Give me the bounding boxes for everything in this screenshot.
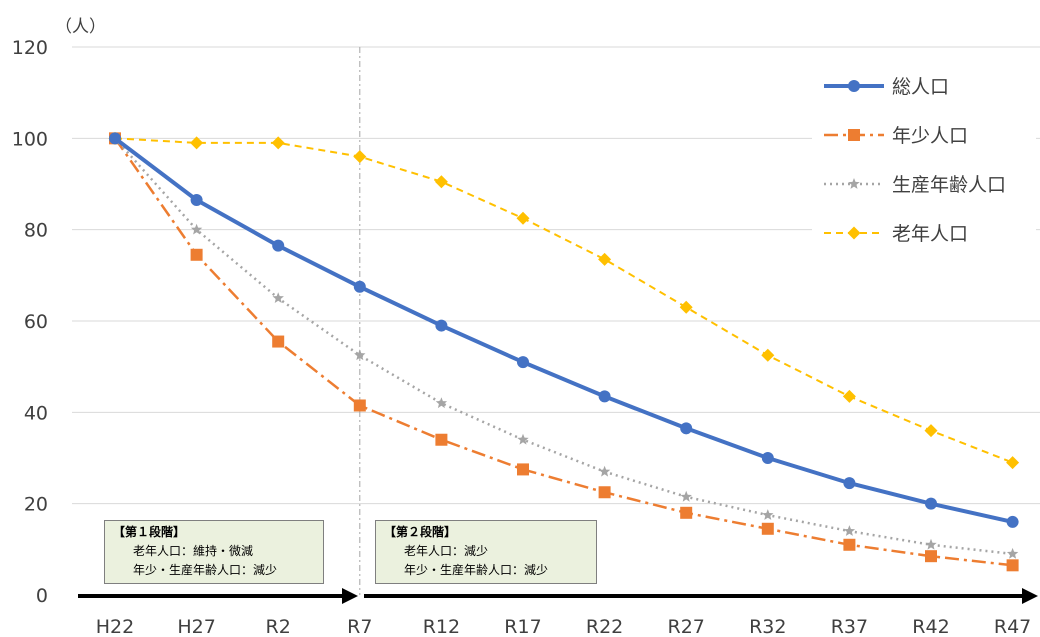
x-tick-label: R17 <box>504 616 541 637</box>
series-1-point <box>761 522 774 535</box>
series-3-point <box>598 252 612 266</box>
series-3-point <box>353 150 367 164</box>
x-tick-label: R32 <box>749 616 786 637</box>
legend-label: 年少人口 <box>892 125 968 147</box>
series-1-point <box>517 463 529 476</box>
x-tick-label: H27 <box>177 616 215 637</box>
legend-marker-3 <box>847 226 861 240</box>
series-1-point <box>353 399 366 412</box>
y-tick-label: 0 <box>36 585 48 607</box>
stage-2-box: 【第２段階】 老年人口：減少 年少・生産年齢人口：減少 <box>375 520 597 584</box>
y-tick-label: 60 <box>24 311 48 333</box>
stage-1-arrow-head <box>342 588 358 604</box>
y-tick-label: 100 <box>12 128 48 150</box>
x-tick-label: R7 <box>347 616 372 637</box>
series-3-point <box>190 136 204 150</box>
y-tick-label: 20 <box>24 494 48 516</box>
legend-background <box>812 65 1036 255</box>
y-tick-label: 40 <box>24 402 48 424</box>
series-2-point <box>272 292 284 303</box>
x-tick-label: R42 <box>912 616 949 637</box>
y-tick-label: 120 <box>12 37 48 59</box>
legend-label: 生産年齢人口 <box>892 174 1006 196</box>
series-0-point <box>435 319 448 332</box>
legend-label: 総人口 <box>892 76 949 98</box>
legend-marker-1 <box>848 129 860 141</box>
series-0-point <box>109 132 121 145</box>
stage-1-box: 【第１段階】 老年人口：維持・微減 年少・生産年齢人口：減少 <box>104 520 324 584</box>
x-tick-label: R12 <box>423 616 460 637</box>
series-0-point <box>1006 515 1019 528</box>
stage-1-title: 【第１段階】 <box>113 525 186 539</box>
series-0-point <box>517 356 529 369</box>
stage-2-arrow-head <box>1022 588 1038 604</box>
series-line-3 <box>114 137 1013 464</box>
stage-2-line-2: 年少・生産年齢人口：減少 <box>404 563 549 577</box>
x-tick-label: R47 <box>994 616 1031 637</box>
series-0-point <box>761 452 774 464</box>
series-0-point <box>925 497 937 510</box>
series-3-point <box>1006 456 1020 470</box>
series-3-point <box>924 424 938 438</box>
series-0-point <box>680 422 693 435</box>
series-2-point <box>435 397 448 409</box>
series-2-point <box>762 509 774 520</box>
x-tick-label: R22 <box>586 616 623 637</box>
y-tick-label: 80 <box>24 220 48 242</box>
stage-1-line-1: 老年人口：維持・微減 <box>133 544 254 558</box>
series-2-point <box>517 433 529 445</box>
series-1-point <box>680 506 693 519</box>
series-line-0 <box>113 136 1014 524</box>
stage-1-line-2: 年少・生産年齢人口：減少 <box>133 563 278 577</box>
series-3-point <box>434 175 448 189</box>
series-1-point <box>598 486 611 499</box>
series-1-point <box>435 433 448 446</box>
series-2-point <box>680 490 692 502</box>
legend-marker-2 <box>848 178 860 189</box>
series-2-point <box>925 538 937 550</box>
series-1-point <box>843 538 856 551</box>
series-3-point <box>516 211 530 225</box>
stage-2-line-1: 老年人口：減少 <box>404 544 489 558</box>
x-tick-label: H22 <box>96 616 134 637</box>
series-2-point <box>598 465 611 477</box>
series-line-2 <box>114 137 1013 556</box>
series-0-point <box>190 193 203 206</box>
y-axis-unit-label: （人） <box>55 17 106 37</box>
legend-marker-0 <box>848 80 860 92</box>
series-1-point <box>925 550 937 563</box>
stage-2-title: 【第２段階】 <box>384 525 457 539</box>
x-tick-label: R2 <box>266 616 291 637</box>
series-3-point <box>271 136 285 150</box>
series-0-point <box>598 390 611 403</box>
series-0-point <box>843 477 856 490</box>
series-2-point <box>354 349 366 361</box>
series-3-point <box>842 389 856 403</box>
x-tick-label: R27 <box>668 616 705 637</box>
series-3-point <box>679 300 693 314</box>
series-0-point <box>353 280 366 293</box>
series-2-point <box>190 223 203 235</box>
series-1-point <box>190 248 203 261</box>
series-0-point <box>272 239 285 252</box>
series-2-point <box>1006 547 1019 559</box>
series-2-point <box>843 525 856 536</box>
x-tick-label: R37 <box>831 616 868 637</box>
series-1-point <box>272 335 285 348</box>
series-3-point <box>761 348 775 362</box>
legend-label: 老年人口 <box>892 223 968 245</box>
series-1-point <box>1006 559 1019 572</box>
